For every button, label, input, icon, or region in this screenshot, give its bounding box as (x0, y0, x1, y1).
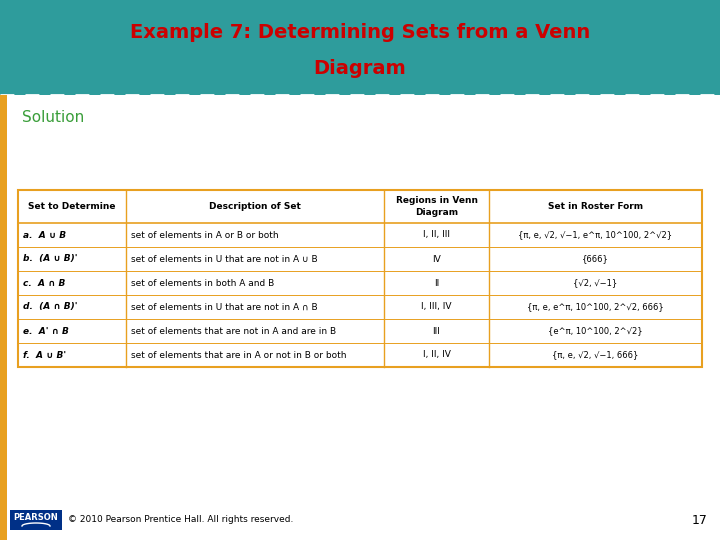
FancyBboxPatch shape (18, 190, 702, 367)
Text: III: III (433, 327, 441, 335)
Text: Regions in Venn
Diagram: Regions in Venn Diagram (395, 197, 477, 217)
Text: e.  A' ∩ B: e. A' ∩ B (23, 327, 69, 335)
Text: Set in Roster Form: Set in Roster Form (548, 202, 643, 211)
Text: d.  (A ∩ B)': d. (A ∩ B)' (23, 302, 78, 312)
Text: {√2, √−1}: {√2, √−1} (573, 279, 618, 287)
Text: I, III, IV: I, III, IV (421, 302, 451, 312)
Text: a.  A ∪ B: a. A ∪ B (23, 231, 66, 240)
Text: set of elements in A or B or both: set of elements in A or B or both (131, 231, 279, 240)
Text: c.  A ∩ B: c. A ∩ B (23, 279, 66, 287)
Text: © 2010 Pearson Prentice Hall. All rights reserved.: © 2010 Pearson Prentice Hall. All rights… (68, 516, 293, 524)
Text: {π, e, √2, √−1, 666}: {π, e, √2, √−1, 666} (552, 350, 639, 360)
Text: {e^π, 10^100, 2^√2}: {e^π, 10^100, 2^√2} (548, 327, 643, 335)
Text: {666}: {666} (582, 254, 609, 264)
FancyBboxPatch shape (0, 0, 720, 95)
Text: Example 7: Determining Sets from a Venn: Example 7: Determining Sets from a Venn (130, 24, 590, 43)
Text: PEARSON: PEARSON (14, 514, 58, 523)
FancyBboxPatch shape (0, 95, 7, 540)
Text: II: II (434, 279, 439, 287)
Text: IV: IV (432, 254, 441, 264)
Text: set of elements in U that are not in A ∪ B: set of elements in U that are not in A ∪… (131, 254, 318, 264)
Text: set of elements in U that are not in A ∩ B: set of elements in U that are not in A ∩… (131, 302, 318, 312)
FancyBboxPatch shape (10, 510, 62, 530)
Text: I, II, IV: I, II, IV (423, 350, 451, 360)
Text: 17: 17 (692, 514, 708, 526)
Text: Set to Determine: Set to Determine (28, 202, 116, 211)
Text: set of elements in both A and B: set of elements in both A and B (131, 279, 274, 287)
Text: f.  A ∪ B': f. A ∪ B' (23, 350, 66, 360)
Text: Diagram: Diagram (314, 58, 406, 78)
Text: {π, e, e^π, 10^100, 2^√2, 666}: {π, e, e^π, 10^100, 2^√2, 666} (527, 302, 664, 312)
Text: {π, e, √2, √−1, e^π, 10^100, 2^√2}: {π, e, √2, √−1, e^π, 10^100, 2^√2} (518, 231, 672, 240)
Text: b.  (A ∪ B)': b. (A ∪ B)' (23, 254, 78, 264)
Text: I, II, III: I, II, III (423, 231, 450, 240)
Text: set of elements that are in A or not in B or both: set of elements that are in A or not in … (131, 350, 346, 360)
Text: Description of Set: Description of Set (209, 202, 301, 211)
Text: Solution: Solution (22, 110, 84, 125)
Text: set of elements that are not in A and are in B: set of elements that are not in A and ar… (131, 327, 336, 335)
